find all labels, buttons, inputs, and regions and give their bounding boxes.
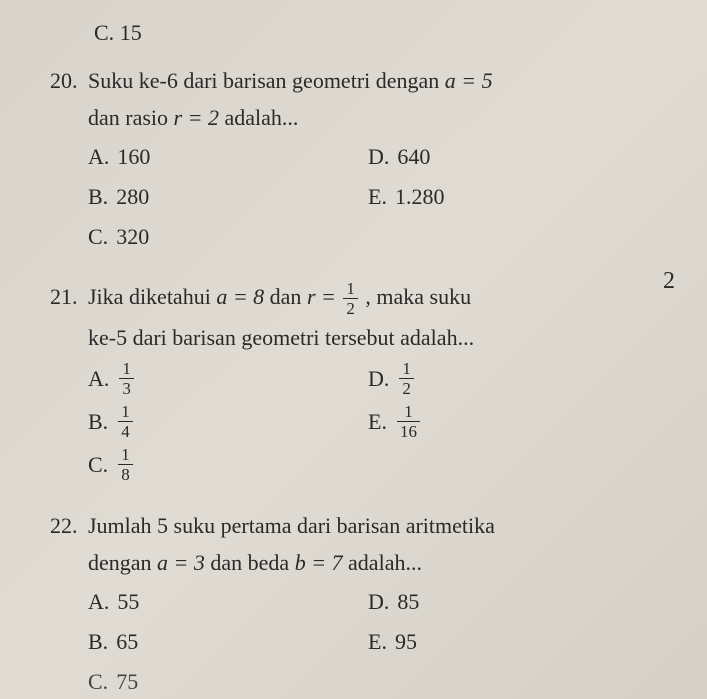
option-label: C. (88, 452, 108, 478)
option-value: 280 (116, 184, 149, 210)
text-fragment: , maka suku (360, 284, 471, 309)
option-label: C. (88, 224, 108, 250)
fraction-denominator: 3 (119, 378, 134, 397)
option-c: C. 75 (88, 665, 368, 699)
text-fragment: dan (264, 284, 307, 309)
text-fragment: Jika diketahui (88, 284, 216, 309)
option-value: 15 (120, 20, 142, 45)
page-margin-number: 2 (663, 268, 675, 295)
option-value: 160 (117, 144, 150, 170)
fraction: 12 (399, 360, 414, 397)
option-label: C. (94, 20, 114, 45)
text-fragment: Suku ke-6 dari barisan geometri dengan (88, 68, 445, 93)
math-expr: a = 8 (216, 284, 264, 309)
option-label: B. (88, 184, 108, 210)
math-expr: r = (307, 284, 341, 309)
question-number: 22. (50, 513, 88, 539)
text-fragment: dengan (88, 550, 157, 575)
fraction-numerator: 1 (119, 360, 134, 378)
prev-option-c: C. 15 (94, 20, 677, 46)
fraction-denominator: 4 (118, 421, 133, 440)
option-label: B. (88, 409, 108, 435)
question-21: 21. Jika diketahui a = 8 dan r = 12 , ma… (50, 280, 677, 483)
option-c: C. 18 (88, 446, 368, 483)
option-label: B. (88, 629, 108, 655)
option-b: B. 65 (88, 625, 368, 659)
option-label: A. (88, 144, 109, 170)
question-20: 20. Suku ke-6 dari barisan geometri deng… (50, 64, 677, 254)
option-e: E. 95 (368, 625, 588, 659)
fraction-numerator: 1 (401, 403, 416, 421)
math-expr: r = 2 (174, 105, 219, 130)
option-d: D. 85 (368, 585, 588, 619)
options-grid: A. 55 D. 85 B. 65 E. 95 C. 75 (88, 585, 677, 699)
option-value: 75 (116, 669, 138, 695)
option-value: 55 (117, 589, 139, 615)
fraction-numerator: 1 (118, 403, 133, 421)
option-b: B. 280 (88, 180, 368, 214)
option-a: A. 55 (88, 585, 368, 619)
fraction-denominator: 16 (397, 421, 420, 440)
text-fragment: adalah... (219, 105, 298, 130)
question-text-line1: Jika diketahui a = 8 dan r = 12 , maka s… (88, 280, 677, 317)
fraction: 13 (119, 360, 134, 397)
option-label: D. (368, 589, 389, 615)
option-d: D. 640 (368, 140, 588, 174)
option-value: 95 (395, 629, 417, 655)
options-grid: A.13 D.12 B.14 E.116 C.18 (88, 360, 677, 483)
option-label: D. (368, 366, 389, 392)
option-label: C. (88, 669, 108, 695)
fraction-numerator: 1 (399, 360, 414, 378)
options-grid: A. 160 D. 640 B. 280 E. 1.280 C. 320 (88, 140, 677, 254)
option-label: E. (368, 409, 387, 435)
option-e: E. 1.280 (368, 180, 588, 214)
question-number: 20. (50, 68, 88, 94)
math-expr: a = 5 (445, 68, 493, 93)
fraction: 12 (343, 280, 358, 317)
question-text-line2: dan rasio r = 2 adalah... (88, 101, 677, 134)
fraction-denominator: 2 (343, 298, 358, 317)
math-expr: a = 3 (157, 550, 205, 575)
option-label: E. (368, 629, 387, 655)
question-number: 21. (50, 284, 88, 310)
option-value: 1.280 (395, 184, 445, 210)
exam-page: 2 C. 15 20. Suku ke-6 dari barisan geome… (50, 20, 677, 699)
question-text-line1: Suku ke-6 dari barisan geometri dengan a… (88, 64, 677, 97)
option-b: B. 14 (88, 403, 368, 440)
fraction-denominator: 8 (118, 464, 133, 483)
fraction: 14 (118, 403, 133, 440)
option-value: 85 (397, 589, 419, 615)
option-a: A. 160 (88, 140, 368, 174)
option-a: A. 13 (88, 360, 368, 397)
fraction-numerator: 1 (118, 446, 133, 464)
option-value: 320 (116, 224, 149, 250)
question-text-line1: Jumlah 5 suku pertama dari barisan aritm… (88, 509, 677, 542)
option-value: 65 (116, 629, 138, 655)
text-fragment: dan rasio (88, 105, 174, 130)
text-fragment: dan beda (205, 550, 295, 575)
text-fragment: adalah... (343, 550, 422, 575)
fraction: 18 (118, 446, 133, 483)
option-label: A. (88, 366, 109, 392)
question-text-line2: ke-5 dari barisan geometri tersebut adal… (88, 321, 677, 354)
question-text-line2: dengan a = 3 dan beda b = 7 adalah... (88, 546, 677, 579)
math-expr: b = 7 (295, 550, 343, 575)
option-e: E. 116 (368, 403, 588, 440)
option-d: D. 12 (368, 360, 588, 397)
option-value: 640 (397, 144, 430, 170)
fraction-denominator: 2 (399, 378, 414, 397)
fraction: 116 (397, 403, 420, 440)
option-label: A. (88, 589, 109, 615)
fraction-numerator: 1 (343, 280, 358, 298)
question-22: 22. Jumlah 5 suku pertama dari barisan a… (50, 509, 677, 699)
option-c: C. 320 (88, 220, 368, 254)
option-label: E. (368, 184, 387, 210)
option-label: D. (368, 144, 389, 170)
